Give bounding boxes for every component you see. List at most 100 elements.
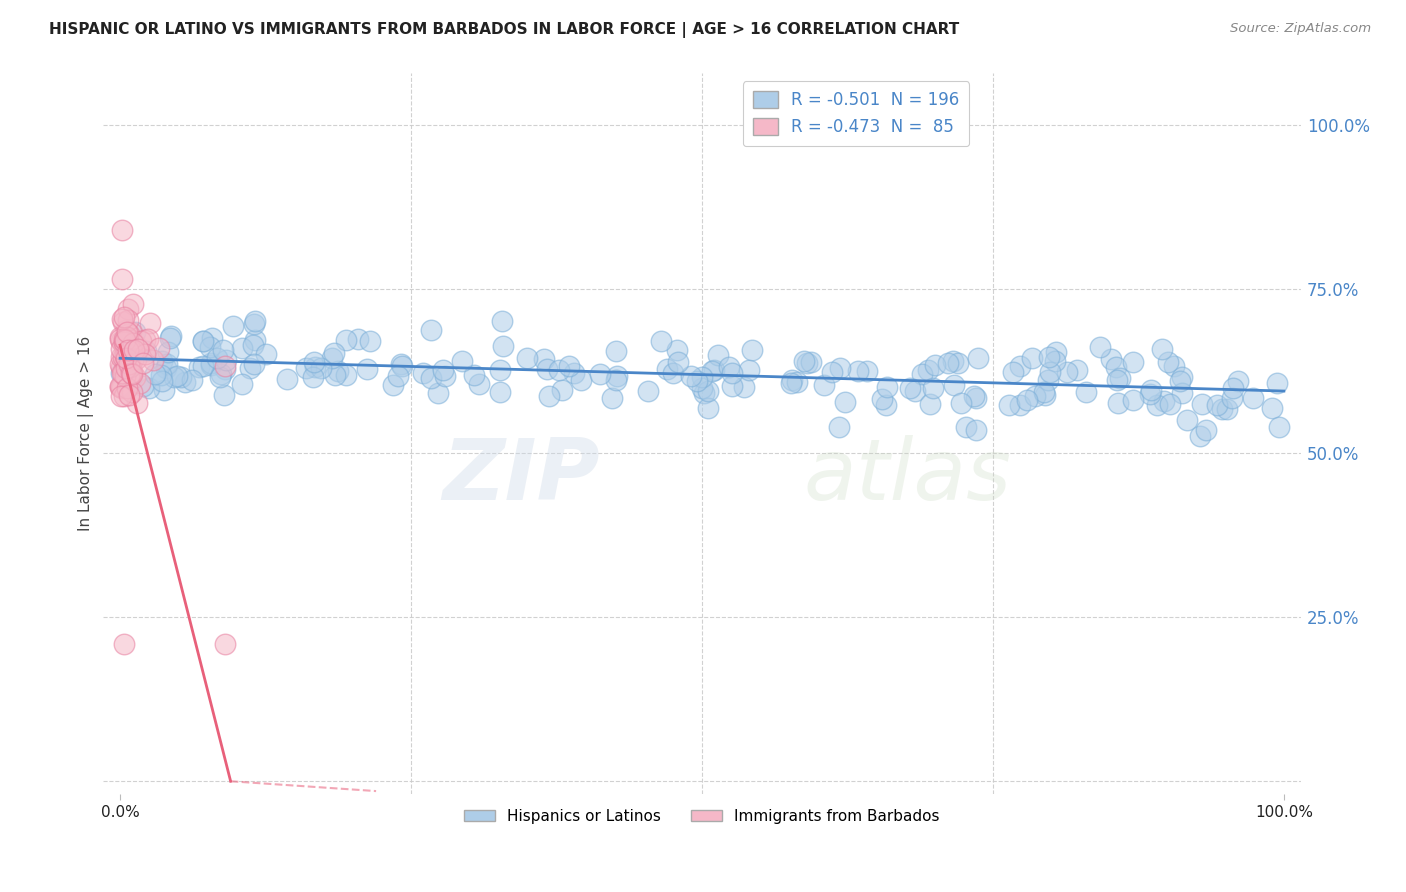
Point <box>114 335 136 350</box>
Point <box>121 385 143 400</box>
Point <box>136 332 159 346</box>
Point <box>191 359 214 373</box>
Y-axis label: In Labor Force | Age > 16: In Labor Force | Age > 16 <box>79 336 94 532</box>
Point <box>875 398 897 412</box>
Point <box>827 420 849 434</box>
Point <box>118 369 141 384</box>
Point <box>323 345 346 359</box>
Point <box>1171 385 1194 400</box>
Point <box>427 386 450 401</box>
Point <box>707 348 730 362</box>
Point <box>1265 376 1288 390</box>
Point <box>135 344 157 359</box>
Point <box>254 347 277 361</box>
Point <box>955 419 977 434</box>
Point <box>205 351 228 365</box>
Point <box>1010 398 1032 412</box>
Point <box>114 336 136 351</box>
Point <box>174 376 197 390</box>
Point <box>209 367 232 381</box>
Point <box>1159 397 1181 411</box>
Point <box>637 384 659 398</box>
Point <box>120 370 142 384</box>
Point <box>138 317 160 331</box>
Point <box>118 387 141 401</box>
Point <box>112 350 135 364</box>
Point <box>295 361 318 376</box>
Point <box>214 388 236 402</box>
Point <box>115 351 138 365</box>
Point <box>132 379 155 393</box>
Point <box>1122 392 1144 407</box>
Point <box>114 334 136 348</box>
Point <box>129 376 152 390</box>
Point <box>156 358 179 372</box>
Point <box>924 358 946 372</box>
Point <box>1001 365 1024 379</box>
Point <box>997 398 1019 412</box>
Point <box>720 379 742 393</box>
Point <box>304 359 326 374</box>
Point <box>114 349 136 363</box>
Point <box>193 334 215 349</box>
Point <box>562 367 585 381</box>
Point <box>110 379 132 393</box>
Point <box>922 380 945 394</box>
Point <box>536 362 558 376</box>
Point <box>302 370 325 384</box>
Point <box>122 345 145 359</box>
Point <box>1189 428 1212 442</box>
Point <box>114 333 136 347</box>
Point <box>110 343 132 357</box>
Point <box>328 364 350 378</box>
Point <box>681 369 703 384</box>
Point <box>112 361 135 376</box>
Point <box>589 367 612 381</box>
Point <box>110 334 132 349</box>
Point <box>112 389 135 403</box>
Point <box>1074 384 1097 399</box>
Point <box>606 368 628 383</box>
Point <box>120 367 142 381</box>
Point <box>950 396 973 410</box>
Point <box>209 370 232 384</box>
Point <box>117 301 139 316</box>
Point <box>188 360 211 375</box>
Point <box>1105 373 1128 387</box>
Point <box>115 343 138 358</box>
Point <box>420 370 443 384</box>
Point <box>110 359 132 374</box>
Point <box>1206 399 1229 413</box>
Point <box>650 334 672 349</box>
Point <box>110 351 132 365</box>
Point <box>1045 354 1067 368</box>
Point <box>569 373 592 387</box>
Point <box>110 357 132 371</box>
Point <box>1099 352 1122 367</box>
Point <box>492 339 515 353</box>
Point <box>1163 359 1185 373</box>
Point <box>686 374 709 388</box>
Point <box>138 381 160 395</box>
Point <box>450 354 472 368</box>
Point <box>537 389 560 403</box>
Point <box>666 343 689 358</box>
Point <box>114 351 136 366</box>
Point <box>796 356 818 370</box>
Point <box>150 354 173 368</box>
Text: ZIP: ZIP <box>443 435 600 518</box>
Point <box>463 368 485 383</box>
Point <box>117 343 139 357</box>
Point <box>387 369 409 384</box>
Point <box>243 333 266 347</box>
Point <box>200 359 222 373</box>
Point <box>1109 371 1132 385</box>
Point <box>1032 385 1054 400</box>
Point <box>1168 374 1191 388</box>
Point <box>917 363 939 377</box>
Point <box>391 359 413 374</box>
Point <box>1216 402 1239 417</box>
Point <box>605 344 627 359</box>
Point <box>821 365 844 379</box>
Point <box>150 374 173 388</box>
